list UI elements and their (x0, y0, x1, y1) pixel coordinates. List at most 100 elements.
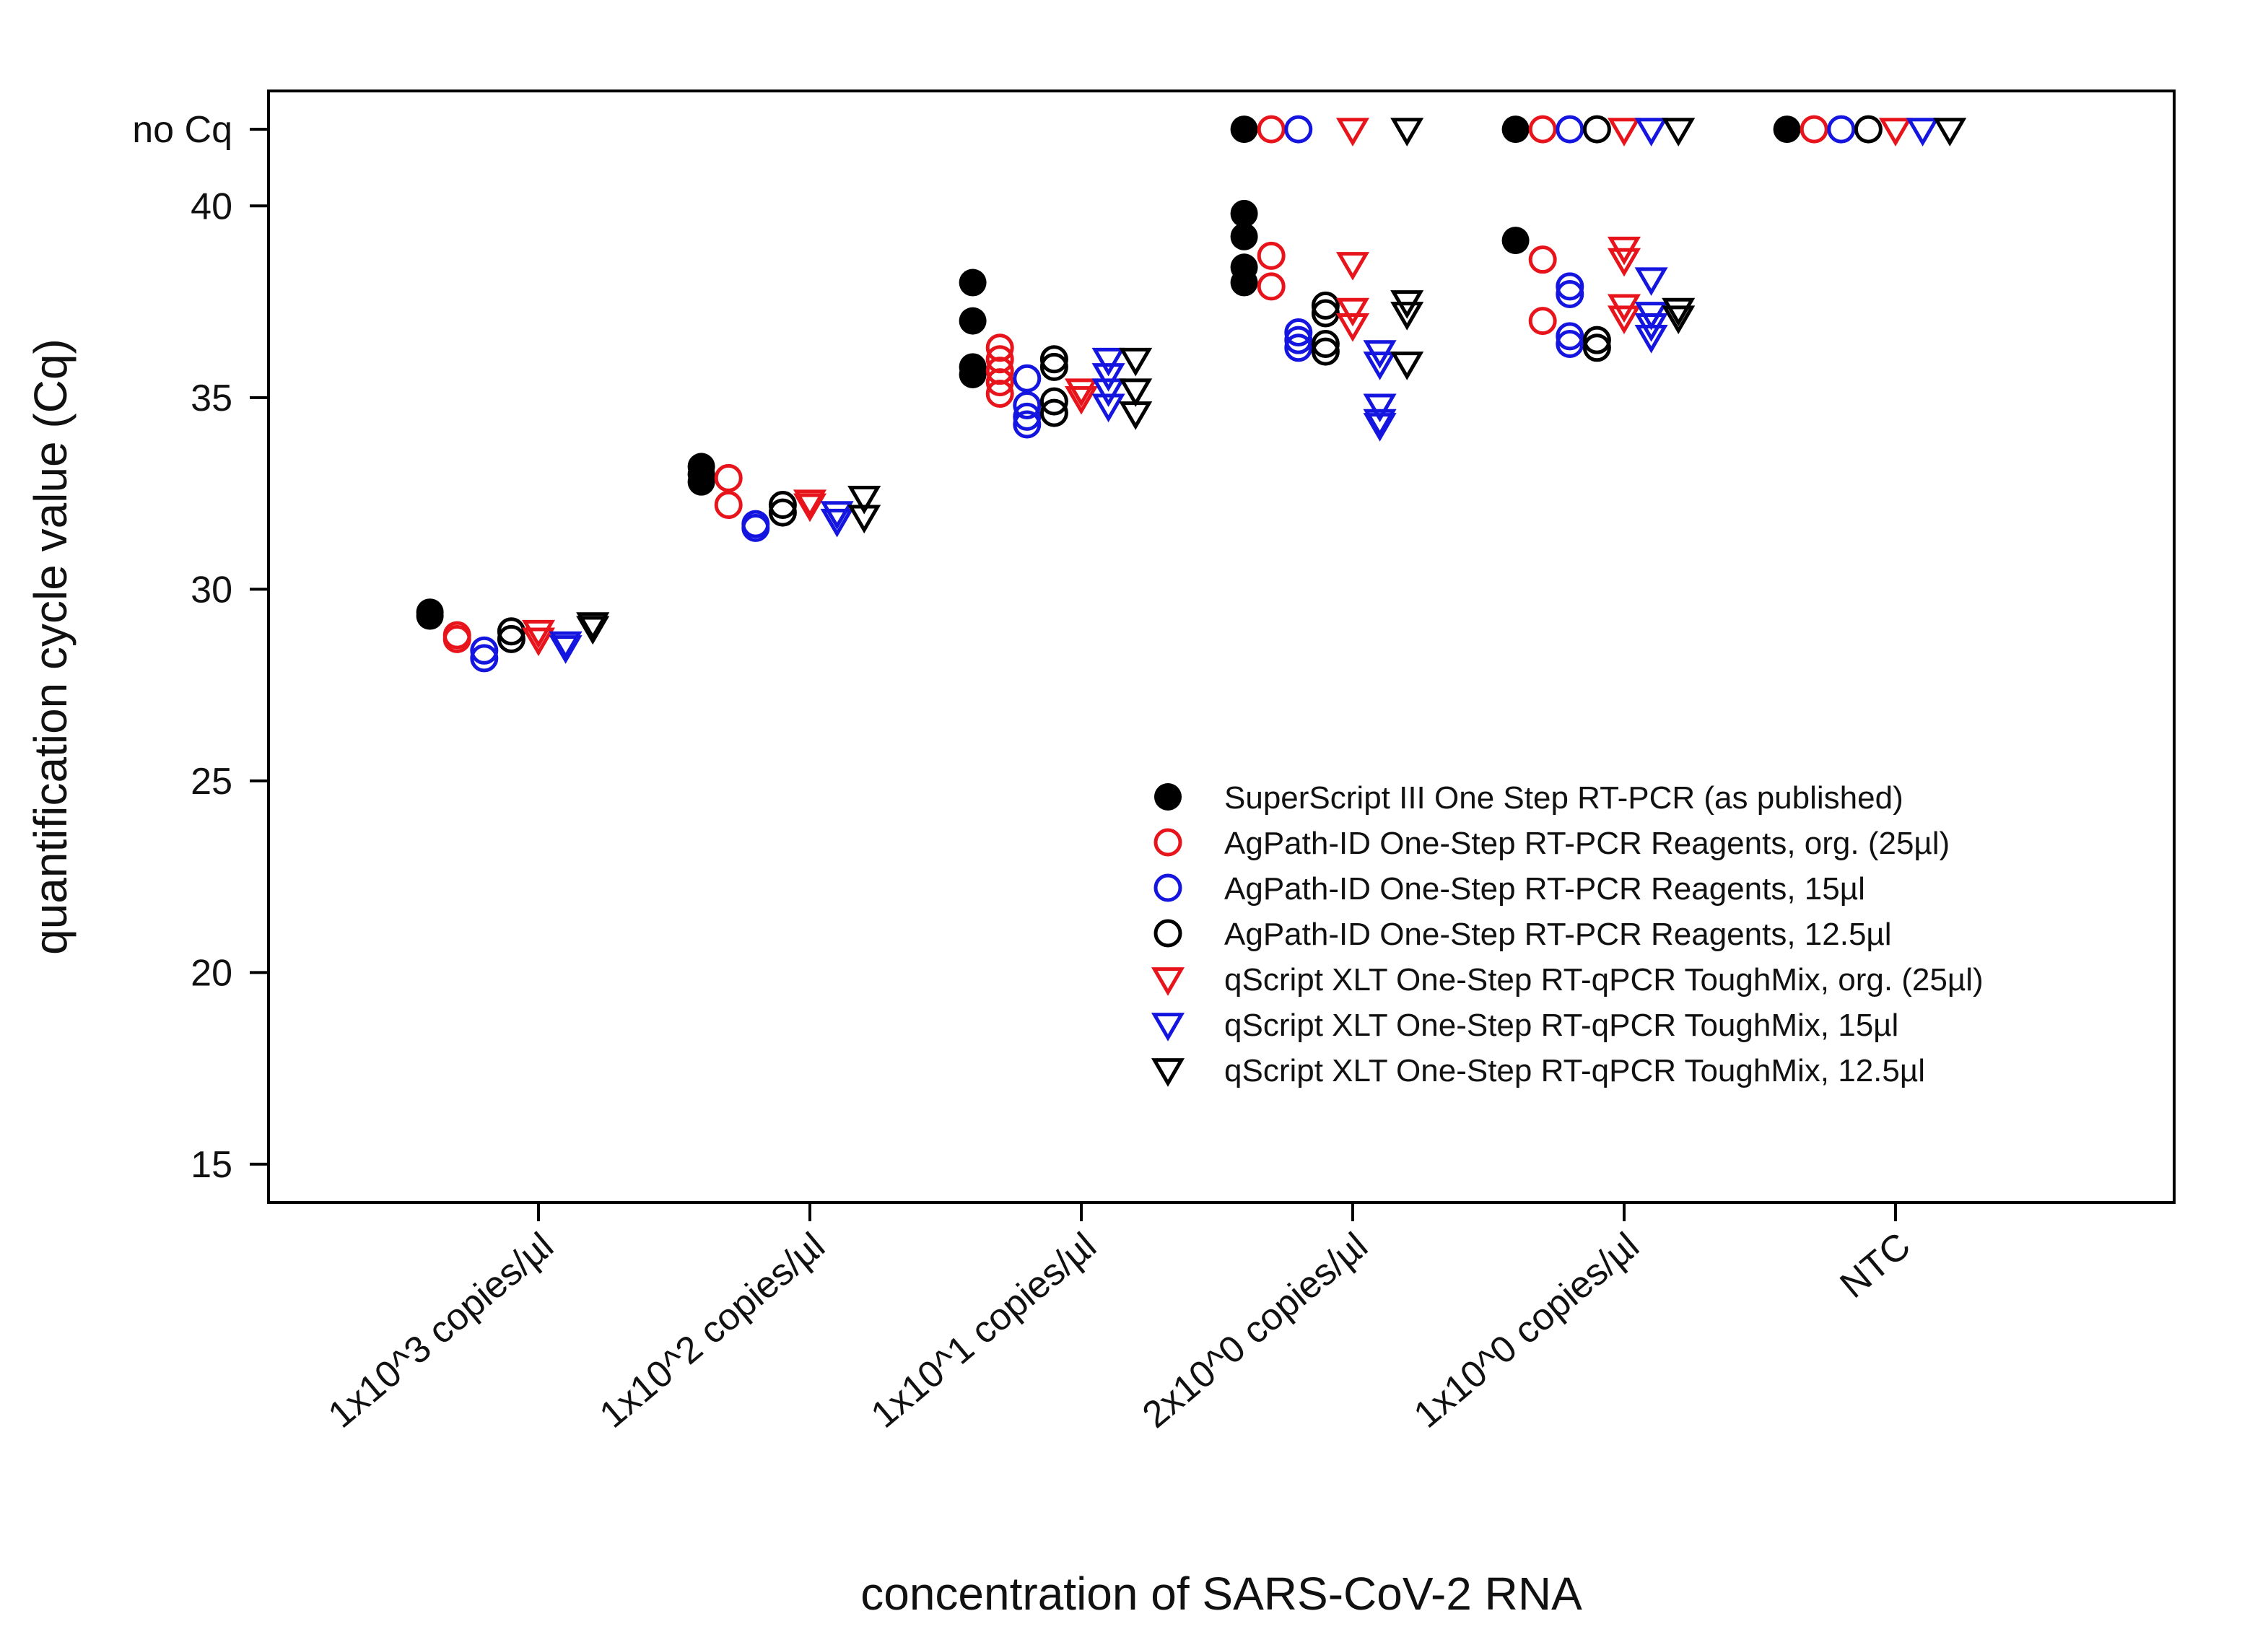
data-point (768, 491, 797, 520)
data-point (1230, 115, 1258, 144)
data-point (1607, 118, 1641, 147)
data-point (1091, 378, 1125, 407)
data-point (1634, 324, 1668, 354)
y-tick-label: 20 (191, 952, 232, 994)
data-point (1039, 387, 1068, 416)
data-point (820, 501, 854, 530)
data-point (1284, 333, 1313, 362)
data-point (1556, 322, 1584, 351)
y-axis-title: quantification cycle value (Cq) (25, 339, 77, 955)
data-point (1335, 313, 1370, 342)
data-point (1501, 227, 1530, 255)
data-point (959, 360, 987, 388)
data-point (1230, 199, 1258, 227)
data-point (1363, 409, 1397, 438)
data-point (1607, 248, 1641, 277)
data-point (1662, 297, 1696, 327)
data-point (1827, 115, 1856, 144)
data-point (1363, 413, 1397, 442)
data-point (793, 493, 827, 523)
data-point (1390, 302, 1424, 331)
data-point (1582, 115, 1611, 144)
legend-marker (1154, 783, 1182, 811)
data-point (1284, 326, 1313, 354)
data-point (847, 505, 881, 534)
data-point (1311, 337, 1340, 366)
data-point (1091, 363, 1125, 392)
data-point (1013, 390, 1042, 419)
data-point (497, 617, 525, 646)
data-point (985, 368, 1014, 397)
data-point (1230, 222, 1258, 250)
data-point (1064, 385, 1099, 415)
data-point (1556, 329, 1584, 358)
data-point (1773, 115, 1801, 144)
data-point (442, 624, 471, 653)
data-point (1335, 118, 1370, 147)
data-point (1284, 115, 1313, 144)
data-point (1662, 305, 1696, 335)
data-point (768, 498, 797, 527)
data-point (1363, 393, 1397, 423)
y-tick-label: 40 (191, 185, 232, 227)
plot-area-frame (267, 90, 2176, 1204)
data-point (1119, 347, 1153, 377)
data-points (416, 115, 1967, 673)
data-point (1013, 364, 1042, 393)
data-point (470, 644, 499, 673)
data-point (416, 602, 444, 630)
data-point (1119, 378, 1153, 407)
data-point (1528, 115, 1557, 144)
data-point (714, 491, 743, 520)
data-point (1363, 352, 1397, 380)
data-point (1634, 267, 1668, 296)
data-point (576, 616, 610, 645)
legend-marker (1151, 1058, 1185, 1087)
data-point (687, 468, 715, 496)
data-point (985, 380, 1014, 409)
data-point (1390, 118, 1424, 147)
legend-entry-label: qScript XLT One-Step RT-qPCR ToughMix, 1… (1224, 1053, 1925, 1088)
legend-marker (1151, 1013, 1185, 1042)
data-point (576, 612, 610, 641)
data-point (1662, 118, 1696, 147)
data-point (1039, 345, 1068, 374)
data-point (1311, 299, 1340, 328)
data-point (820, 508, 854, 538)
legend-marker (1153, 919, 1182, 948)
data-point (1335, 297, 1370, 327)
y-tick-label: 35 (191, 377, 232, 419)
y-axis: 15 20 25 30 35 40 no Cq (132, 109, 269, 1186)
data-point (549, 635, 583, 664)
data-point (1582, 326, 1611, 354)
data-point (1284, 318, 1313, 347)
data-point (1556, 279, 1584, 308)
data-point (1933, 118, 1967, 147)
data-point (521, 627, 556, 657)
data-point (1800, 115, 1828, 144)
data-point (1582, 333, 1611, 362)
data-point (1854, 115, 1883, 144)
data-point (1311, 329, 1340, 358)
y-tick-label: 15 (191, 1144, 232, 1186)
data-point (1311, 291, 1340, 320)
legend-marker (1153, 873, 1182, 902)
legend-entry-label: qScript XLT One-Step RT-qPCR ToughMix, o… (1224, 962, 1984, 998)
data-point (793, 489, 827, 518)
data-point (1528, 245, 1557, 274)
data-point (1257, 272, 1286, 301)
data-point (847, 486, 881, 515)
legend-marker (1153, 828, 1182, 857)
data-point (521, 619, 556, 649)
legend-entry-label: SuperScript III One Step RT-PCR (as publ… (1224, 780, 1903, 816)
data-point (1064, 378, 1099, 407)
data-point (959, 269, 987, 297)
data-point (549, 631, 583, 660)
data-point (1013, 410, 1042, 439)
x-axis-title: concentration of SARS-CoV-2 RNA (860, 1568, 1582, 1620)
y-tick-label: 25 (191, 761, 232, 803)
data-point (470, 636, 499, 665)
data-point (1039, 352, 1068, 381)
